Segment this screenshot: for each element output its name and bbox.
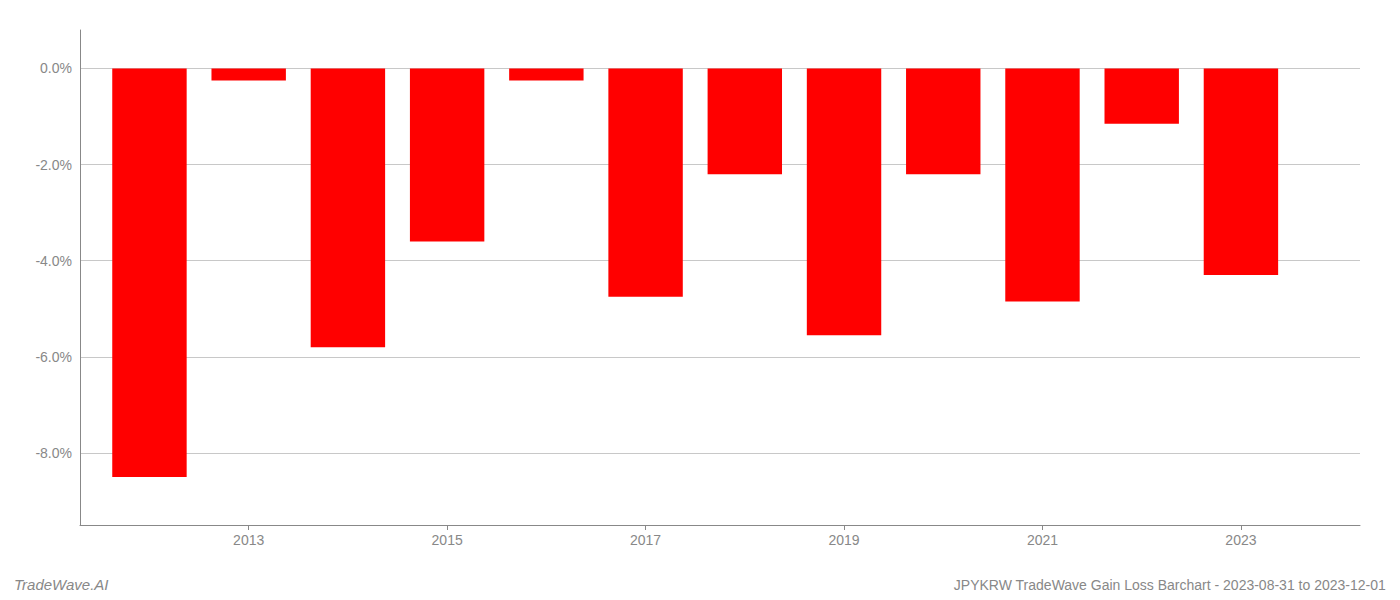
svg-text:2013: 2013 <box>233 532 264 548</box>
svg-text:-6.0%: -6.0% <box>35 349 72 365</box>
svg-text:-8.0%: -8.0% <box>35 445 72 461</box>
svg-text:2021: 2021 <box>1027 532 1058 548</box>
svg-text:2015: 2015 <box>432 532 463 548</box>
svg-text:2017: 2017 <box>630 532 661 548</box>
svg-text:-2.0%: -2.0% <box>35 157 72 173</box>
svg-text:JPYKRW TradeWave Gain Loss Bar: JPYKRW TradeWave Gain Loss Barchart - 20… <box>954 577 1386 593</box>
svg-text:TradeWave.AI: TradeWave.AI <box>14 576 108 593</box>
svg-text:2019: 2019 <box>828 532 859 548</box>
svg-text:-4.0%: -4.0% <box>35 253 72 269</box>
svg-text:2023: 2023 <box>1225 532 1256 548</box>
svg-text:0.0%: 0.0% <box>40 60 72 76</box>
